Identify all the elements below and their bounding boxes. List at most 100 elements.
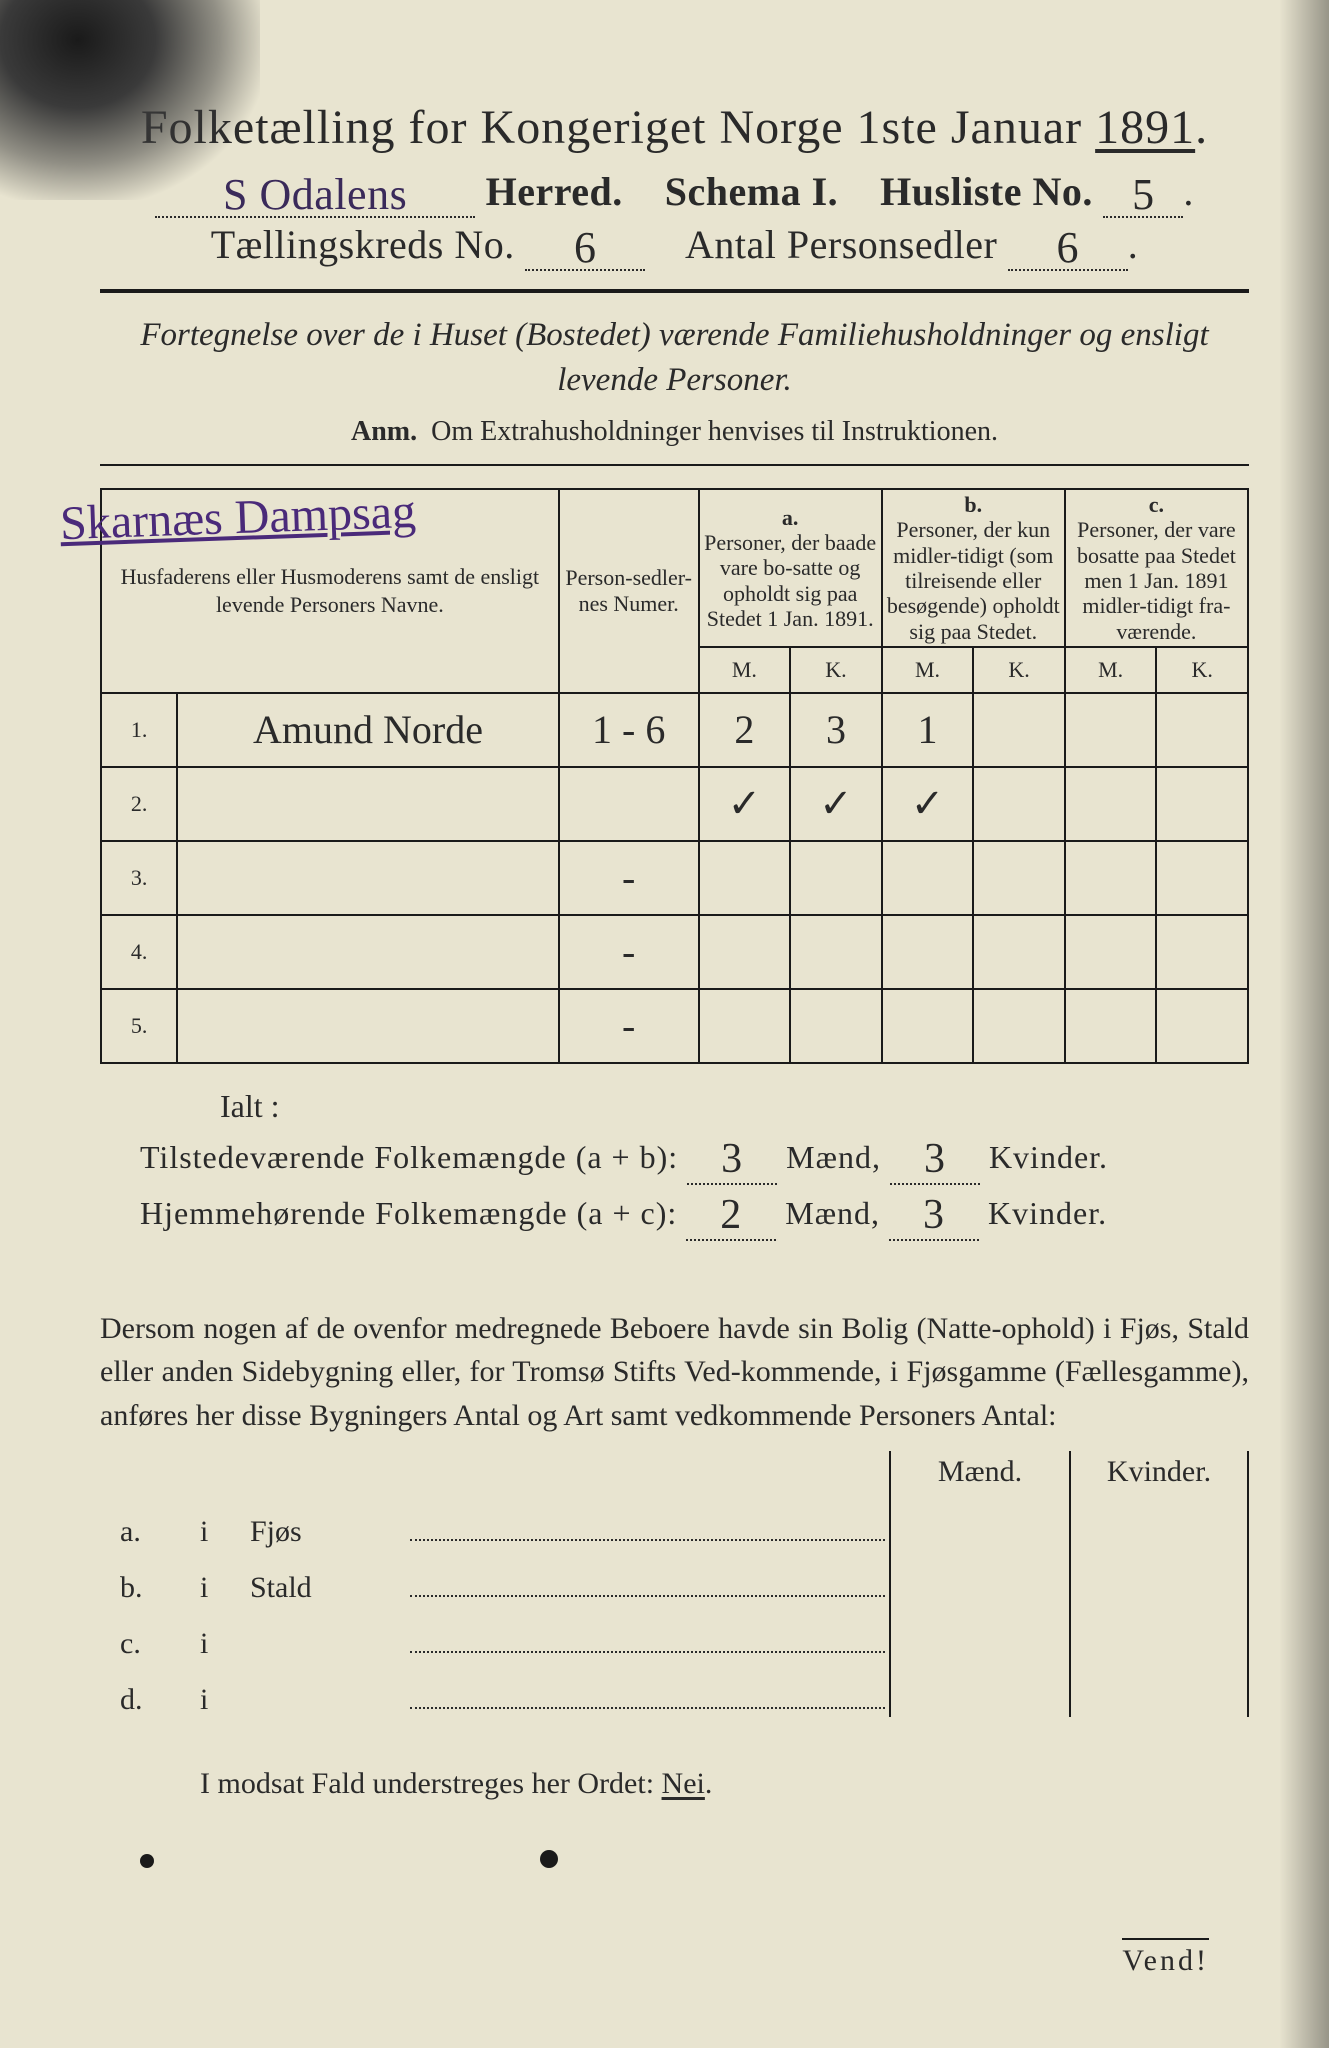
mk-k: Kvinder.: [1069, 1451, 1249, 1493]
table-row: 1.Amund Norde1 - 6231: [101, 693, 1248, 767]
header-line-3: Tællingskreds No. 6 Antal Personsedler 6…: [100, 218, 1249, 271]
anm-text: Om Extrahusholdninger henvises til Instr…: [431, 416, 998, 447]
row-am: [699, 841, 791, 915]
row-ck: [1156, 767, 1248, 841]
rule-thick: [100, 289, 1249, 293]
sum-line-2: Hjemmehørende Folkemængde (a + c): 2 Mæn…: [140, 1187, 1249, 1237]
row-ak: [790, 841, 882, 915]
bldg-k: [1069, 1605, 1249, 1661]
col-c-k: K.: [1156, 647, 1248, 693]
sum-line-1: Tilstedeværende Folkemængde (a + b): 3 M…: [140, 1131, 1249, 1181]
row-ak: [790, 989, 882, 1063]
kreds-label: Tællingskreds No.: [211, 222, 515, 267]
row-am: [699, 915, 791, 989]
row-numer: 1 - 6: [559, 693, 699, 767]
sum2-ml: Mænd,: [785, 1195, 880, 1231]
bldg-letter: b.: [100, 1571, 190, 1605]
row-bm: [882, 915, 974, 989]
col-b-tag: b.: [964, 492, 982, 517]
col-a-k: K.: [790, 647, 882, 693]
row-ck: [1156, 841, 1248, 915]
row-bm: 1: [882, 693, 974, 767]
sum1-m: 3: [687, 1135, 777, 1185]
nei-post: .: [705, 1767, 713, 1800]
building-row: b.iStald: [100, 1549, 1249, 1605]
table-row: 3.-: [101, 841, 1248, 915]
mk-m: Mænd.: [889, 1451, 1069, 1493]
row-cm: [1065, 841, 1157, 915]
row-am: [699, 989, 791, 1063]
col-a-m: M.: [699, 647, 791, 693]
row-cm: [1065, 767, 1157, 841]
row-numer: -: [559, 989, 699, 1063]
page-title: Folketælling for Kongeriget Norge 1ste J…: [100, 100, 1249, 155]
row-name: [177, 767, 558, 841]
row-bm: ✓: [882, 767, 974, 841]
building-paragraph: Dersom nogen af de ovenfor medregnede Be…: [100, 1307, 1249, 1438]
nei-word: Nei: [662, 1767, 705, 1800]
row-ak: 3: [790, 693, 882, 767]
row-name: [177, 915, 558, 989]
nei-pre: I modsat Fald understreges her Ordet:: [200, 1767, 662, 1800]
vend-label: Vend!: [1122, 1938, 1209, 1978]
row-bk: [973, 767, 1065, 841]
col-b-k: K.: [973, 647, 1065, 693]
row-bm: [882, 989, 974, 1063]
row-name: [177, 841, 558, 915]
row-bk: [973, 915, 1065, 989]
sum2-kl: Kvinder.: [988, 1195, 1107, 1231]
punch-hole-1: [140, 1854, 154, 1868]
anm-label: Anm.: [351, 416, 417, 447]
sum1-ml: Mænd,: [786, 1139, 881, 1175]
col-names-text: Husfaderens eller Husmoderens samt de en…: [121, 564, 540, 617]
title-pre: Folketælling for Kongeriget Norge 1ste J…: [141, 101, 1095, 154]
building-row: d.i: [100, 1661, 1249, 1717]
header-line-2: S Odalens Herred. Schema I. Husliste No.…: [100, 165, 1249, 218]
row-bm: [882, 841, 974, 915]
bldg-i: i: [190, 1683, 250, 1717]
bldg-letter: c.: [100, 1627, 190, 1661]
census-table: Husfaderens eller Husmoderens samt de en…: [100, 488, 1249, 1064]
row-cm: [1065, 989, 1157, 1063]
title-year: 1891: [1095, 101, 1195, 154]
title-post: .: [1195, 101, 1208, 154]
row-ak: [790, 915, 882, 989]
husliste-label: Husliste No.: [880, 169, 1093, 214]
bldg-m: [889, 1549, 1069, 1605]
row-number: 1.: [101, 693, 177, 767]
row-ck: [1156, 989, 1248, 1063]
col-c-text: Personer, der vare bosatte paa Stedet me…: [1077, 517, 1236, 643]
bldg-m: [889, 1605, 1069, 1661]
col-b-m: M.: [882, 647, 974, 693]
rule-thin: [100, 464, 1249, 466]
bldg-i: i: [190, 1627, 250, 1661]
bldg-letter: d.: [100, 1683, 190, 1717]
col-c: c. Personer, der vare bosatte paa Stedet…: [1065, 489, 1248, 647]
row-name: Amund Norde: [177, 693, 558, 767]
kreds-value: 6: [574, 223, 597, 272]
bldg-i: i: [190, 1571, 250, 1605]
antal-label: Antal Personsedler: [685, 222, 997, 267]
row-name: [177, 989, 558, 1063]
col-c-m: M.: [1065, 647, 1157, 693]
schema-label: Schema I.: [665, 169, 838, 214]
bldg-i: i: [190, 1515, 250, 1549]
dotted-fill: [410, 1539, 885, 1541]
dotted-fill: [410, 1707, 885, 1709]
row-cm: [1065, 693, 1157, 767]
antal-value: 6: [1057, 223, 1080, 272]
col-a-text: Personer, der baade vare bo-satte og oph…: [704, 530, 876, 631]
dotted-fill: [410, 1595, 885, 1597]
right-edge-shadow: [1279, 0, 1329, 2048]
mk-header-row: Mænd. Kvinder.: [100, 1451, 1249, 1493]
building-row: a.iFjøs: [100, 1493, 1249, 1549]
row-ck: [1156, 693, 1248, 767]
nei-line: I modsat Fald understreges her Ordet: Ne…: [200, 1767, 1249, 1801]
sum1-kl: Kvinder.: [989, 1139, 1108, 1175]
row-numer: -: [559, 915, 699, 989]
row-number: 5.: [101, 989, 177, 1063]
bldg-k: [1069, 1661, 1249, 1717]
row-bk: [973, 989, 1065, 1063]
bldg-m: [889, 1661, 1069, 1717]
row-number: 2.: [101, 767, 177, 841]
